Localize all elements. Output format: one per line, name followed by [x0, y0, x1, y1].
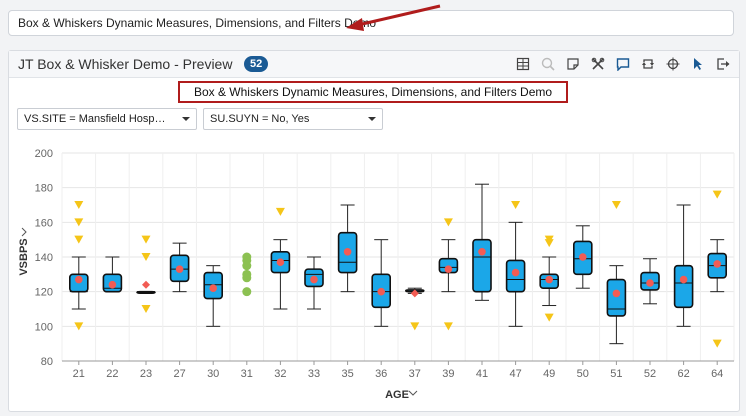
panel-header: JT Box & Whisker Demo - Preview 52 — [9, 51, 739, 78]
x-axis-title: AGE — [385, 389, 409, 401]
mean-marker — [612, 289, 621, 298]
x-tick-label: 22 — [106, 368, 118, 380]
x-tick-label: 47 — [509, 368, 521, 380]
mean-marker — [276, 258, 285, 267]
filter-suyn-dropdown[interactable]: SU.SUYN = No, Yes — [203, 108, 383, 130]
chevron-down-icon — [182, 117, 190, 121]
x-tick-label: 33 — [308, 368, 320, 380]
mean-marker — [545, 275, 553, 284]
export-icon[interactable] — [710, 54, 735, 74]
mean-marker — [679, 275, 688, 284]
x-tick-label: 35 — [341, 368, 353, 380]
refresh-icon[interactable] — [635, 54, 660, 74]
data-point — [242, 269, 252, 279]
outlier-marker — [74, 201, 84, 209]
mean-marker — [579, 253, 587, 261]
mean-marker — [209, 284, 217, 293]
outlier-marker — [74, 218, 84, 227]
mean-marker — [410, 289, 419, 298]
x-tick-label: 62 — [677, 368, 689, 380]
outlier-marker — [141, 235, 151, 244]
x-tick-label: 37 — [409, 368, 421, 380]
chart-subtitle: Box & Whiskers Dynamic Measures, Dimensi… — [178, 81, 568, 103]
x-tick-label: 36 — [375, 368, 387, 380]
mean-marker — [478, 248, 486, 256]
toolbar — [510, 54, 735, 74]
zoom-icon[interactable] — [535, 54, 560, 74]
y-tick-label: 100 — [35, 321, 53, 333]
chevron-right-icon — [21, 227, 27, 237]
comment-icon[interactable] — [610, 54, 635, 74]
outlier-marker — [611, 201, 621, 209]
note-icon[interactable] — [560, 54, 585, 74]
outlier-marker — [443, 218, 453, 227]
outlier-marker — [712, 190, 722, 199]
y-tick-label: 160 — [35, 217, 53, 229]
y-axis-title: VSBPS — [18, 238, 30, 275]
count-badge: 52 — [244, 56, 269, 72]
box-iqr — [472, 238, 492, 293]
y-tick-label: 80 — [41, 356, 53, 368]
outlier-marker — [410, 322, 420, 331]
x-tick-label: 50 — [577, 368, 589, 380]
mean-marker — [310, 275, 318, 284]
chart-panel: JT Box & Whisker Demo - Preview 52 Box &… — [8, 50, 740, 412]
box-iqr — [673, 264, 694, 309]
x-tick-label: 27 — [173, 368, 185, 380]
outlier-marker — [141, 253, 151, 261]
annotation-arrow — [346, 4, 441, 31]
outlier-marker — [275, 207, 285, 216]
y-tick-label: 120 — [35, 287, 53, 299]
mean-marker — [377, 287, 386, 296]
x-tick-label: 49 — [543, 368, 555, 380]
chevron-down-icon — [368, 117, 376, 121]
x-tick-label: 64 — [711, 368, 723, 380]
outlier-marker — [544, 235, 554, 244]
x-tick-label: 23 — [140, 368, 152, 380]
y-tick-label: 180 — [35, 183, 53, 195]
x-tick-label: 39 — [442, 368, 454, 380]
outlier-marker — [544, 313, 554, 322]
x-tick-label: 32 — [274, 368, 286, 380]
x-tick-label: 52 — [644, 368, 656, 380]
x-tick-label: 31 — [241, 368, 253, 380]
x-tick-label: 41 — [476, 368, 488, 380]
mean-marker — [511, 268, 520, 277]
x-tick-label: 51 — [610, 368, 622, 380]
y-tick-label: 140 — [35, 252, 53, 264]
table-icon[interactable] — [510, 54, 535, 74]
pointer-icon[interactable] — [685, 54, 710, 74]
outlier-marker — [443, 322, 453, 331]
filter-site-dropdown[interactable]: VS.SITE = Mansfield Hospita... — [17, 108, 197, 130]
outlier-marker — [141, 305, 151, 313]
mean-marker — [108, 280, 117, 289]
x-tick-label: 30 — [207, 368, 219, 380]
mean-marker — [713, 260, 721, 268]
data-point — [242, 252, 252, 262]
panel-title: JT Box & Whisker Demo - Preview — [18, 56, 233, 72]
mean-marker — [175, 265, 184, 273]
data-point — [242, 287, 252, 297]
box-iqr — [606, 278, 627, 317]
mean-marker — [444, 265, 453, 273]
outlier-marker — [712, 339, 722, 348]
outlier-marker — [511, 201, 521, 209]
outlier-marker — [74, 322, 84, 331]
x-tick-label: 21 — [73, 368, 85, 380]
chevron-down-icon — [408, 390, 418, 396]
target-icon[interactable] — [660, 54, 685, 74]
mean-marker — [646, 279, 654, 287]
y-tick-label: 200 — [35, 148, 53, 160]
mean-marker — [343, 248, 352, 256]
mean-marker — [142, 280, 150, 289]
mean-marker — [75, 275, 83, 284]
outlier-marker — [74, 235, 84, 244]
dashboard-title-input[interactable]: Box & Whiskers Dynamic Measures, Dimensi… — [8, 10, 734, 36]
tools-icon[interactable] — [585, 54, 610, 74]
